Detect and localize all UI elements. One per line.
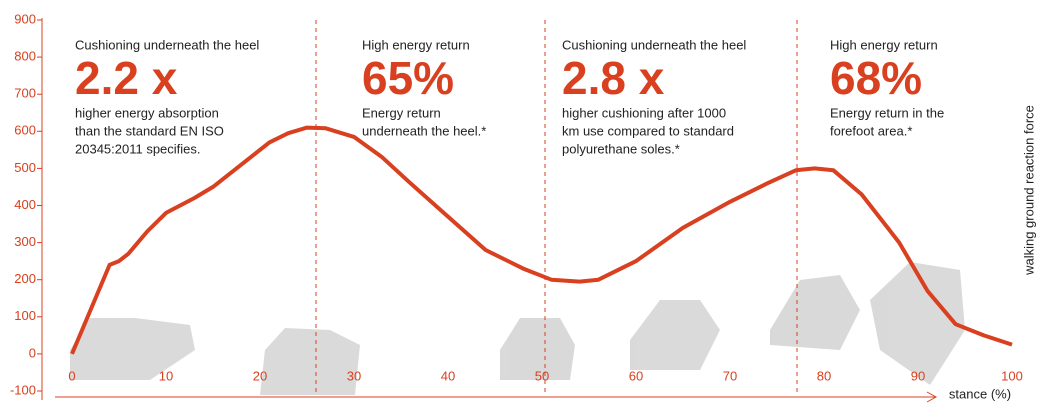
x-tick-label: 0	[68, 368, 75, 383]
y-axis-label: walking ground reaction force	[1021, 105, 1036, 276]
panel-heading: High energy return	[362, 37, 470, 52]
x-tick-label: 90	[911, 368, 925, 383]
y-tick-label: 900	[14, 11, 36, 26]
y-tick-label: 0	[29, 345, 36, 360]
boot-silhouettes	[70, 262, 965, 395]
x-tick-label: 60	[629, 368, 643, 383]
panel-figure: 2.2 x	[75, 52, 178, 104]
y-tick-label: 300	[14, 234, 36, 249]
panel-description: 20345:2011 specifies.	[75, 141, 201, 156]
y-tick-label: 100	[14, 308, 36, 323]
x-tick-label: 20	[253, 368, 267, 383]
panel-description: Energy return	[362, 105, 441, 120]
panel-description: polyurethane soles.*	[562, 141, 680, 156]
x-axis-arrow	[926, 391, 938, 403]
x-tick-label: 100	[1001, 368, 1023, 383]
x-tick-label: 30	[347, 368, 361, 383]
panel-heading: Cushioning underneath the heel	[562, 37, 746, 52]
panel-figure: 65%	[362, 52, 454, 104]
y-tick-label: 800	[14, 49, 36, 64]
panel-description: higher cushioning after 1000	[562, 105, 726, 120]
panel-description: underneath the heel.*	[362, 123, 486, 138]
y-tick-label: 700	[14, 86, 36, 101]
panel-description: than the standard EN ISO	[75, 123, 224, 138]
panel-heading: High energy return	[830, 37, 938, 52]
panel-description: forefoot area.*	[830, 123, 912, 138]
force-line	[70, 125, 1013, 355]
y-tick-label: 400	[14, 197, 36, 212]
y-tick-label: -100	[10, 382, 36, 397]
x-tick-label: 50	[535, 368, 549, 383]
y-tick-label: 500	[14, 160, 36, 175]
y-tick-label: 600	[14, 123, 36, 138]
panel-figure: 68%	[830, 52, 922, 104]
panel-figure: 2.8 x	[562, 52, 665, 104]
panel-heading: Cushioning underneath the heel	[75, 37, 259, 52]
panel-description: Energy return in the	[830, 105, 944, 120]
x-tick-label: 40	[441, 368, 455, 383]
x-tick-label: 80	[817, 368, 831, 383]
y-tick-label: 200	[14, 271, 36, 286]
x-tick-label: 70	[723, 368, 737, 383]
panel-description: higher energy absorption	[75, 105, 219, 120]
x-tick-label: 10	[159, 368, 173, 383]
x-axis-label: stance (%)	[949, 386, 1011, 401]
panel-description: km use compared to standard	[562, 123, 734, 138]
